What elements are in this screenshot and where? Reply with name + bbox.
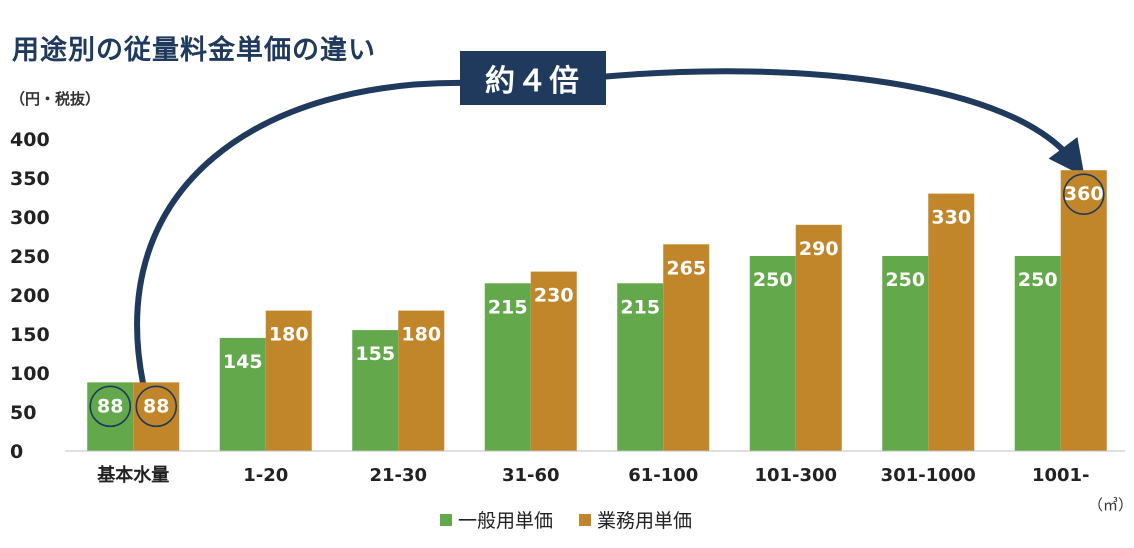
bar: [749, 256, 796, 451]
data-label: 145: [223, 351, 263, 373]
bar: [928, 193, 975, 451]
data-label: 180: [269, 324, 309, 346]
x-tick-label: 101-300: [754, 465, 837, 486]
y-axis-unit: （円・税抜）: [10, 90, 101, 108]
y-tick-label: 200: [10, 285, 50, 307]
data-label: 88: [143, 395, 169, 417]
legend-label-general: 一般用単価: [458, 510, 554, 532]
legend: 一般用単価 業務用単価: [440, 506, 692, 533]
x-tick-label: 31-60: [502, 465, 560, 486]
bar: [617, 283, 664, 451]
bar: [265, 310, 312, 451]
x-axis-unit: （㎥）: [1088, 496, 1134, 514]
bar: [663, 244, 710, 451]
x-tick-label: 1001-: [1032, 465, 1090, 486]
data-label: 330: [931, 207, 971, 229]
highlight-circle: [89, 385, 132, 428]
data-label: 215: [488, 296, 528, 318]
y-tick-label: 0: [10, 441, 23, 463]
y-tick-label: 50: [10, 402, 36, 424]
x-tick-label: 基本水量: [96, 464, 169, 486]
y-tick-label: 100: [10, 363, 50, 385]
data-label: 155: [355, 343, 395, 365]
bar: [882, 256, 929, 451]
bar: [352, 330, 399, 451]
data-label: 265: [666, 257, 706, 279]
x-tick-label: 61-100: [628, 465, 698, 486]
legend-item-general: 一般用単価: [440, 506, 553, 533]
bar: [219, 337, 266, 451]
x-tick-label: 301-1000: [881, 465, 976, 486]
data-label: 250: [885, 269, 925, 291]
data-label: 250: [1018, 269, 1058, 291]
bar: [530, 271, 577, 451]
bar: [1060, 170, 1107, 451]
data-label: 88: [97, 395, 123, 417]
legend-item-business: 業務用単価: [579, 506, 692, 533]
legend-swatch-general: [440, 513, 452, 526]
y-tick-label: 400: [10, 129, 50, 151]
x-tick-label: 1-20: [243, 465, 288, 486]
bar: [795, 224, 842, 451]
y-tick-label: 350: [10, 168, 50, 190]
ratio-callout: 約４倍: [460, 51, 606, 105]
bar: [1014, 256, 1061, 451]
y-tick-label: 250: [10, 246, 50, 268]
y-tick-label: 150: [10, 324, 50, 346]
y-tick-label: 300: [10, 207, 50, 229]
data-label: 360: [1064, 183, 1104, 205]
data-label: 230: [534, 285, 574, 307]
legend-label-business: 業務用単価: [597, 510, 693, 532]
x-tick-label: 21-30: [369, 465, 427, 486]
data-label: 215: [620, 296, 660, 318]
bar: [398, 310, 445, 451]
data-label: 180: [401, 324, 441, 346]
highlight-circle: [1062, 173, 1105, 215]
data-label: 250: [753, 269, 793, 291]
legend-swatch-business: [579, 513, 592, 526]
bar: [484, 283, 531, 451]
chart-title: 用途別の従量料金単価の違い: [12, 35, 376, 66]
highlight-circle: [135, 385, 178, 428]
data-label: 290: [799, 238, 839, 260]
